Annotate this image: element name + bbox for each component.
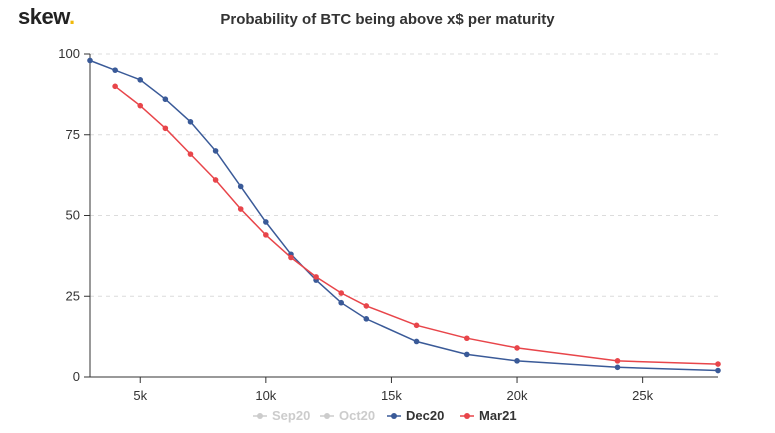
x-tick-label: 15k: [381, 388, 402, 403]
chart-title: Probability of BTC being above x$ per ma…: [220, 11, 555, 28]
data-point-dec20: [464, 351, 470, 358]
legend-item-dec20[interactable]: Dec20: [387, 408, 444, 423]
data-point-mar21: [614, 358, 621, 364]
data-point-mar21: [514, 345, 520, 351]
x-tick-label: 20k: [507, 388, 528, 403]
legend-symbol-marker: [464, 413, 470, 419]
series-layer: [87, 57, 721, 374]
x-tick-label: 25k: [632, 388, 653, 403]
data-point-mar21: [413, 322, 420, 329]
data-point-dec20: [112, 67, 118, 73]
legend-item-sep20[interactable]: Sep20: [253, 408, 310, 423]
data-point-dec20: [614, 364, 621, 371]
data-point-mar21: [137, 102, 144, 109]
y-tick-label: 50: [66, 208, 80, 223]
y-tick-label: 100: [58, 46, 80, 61]
legend-label: Mar21: [479, 408, 517, 423]
y-tick-label: 0: [73, 369, 80, 384]
data-point-dec20: [162, 96, 169, 103]
legend-item-mar21[interactable]: Mar21: [460, 408, 517, 423]
data-point-mar21: [162, 125, 169, 132]
data-point-dec20: [212, 148, 219, 154]
legend-label: Dec20: [406, 408, 444, 423]
data-point-dec20: [87, 57, 93, 64]
legend-label: Sep20: [272, 408, 310, 423]
legend-symbol-marker: [257, 413, 263, 419]
data-point-dec20: [338, 299, 345, 306]
data-point-mar21: [363, 303, 370, 309]
y-tick-label: 25: [66, 288, 80, 303]
data-point-mar21: [288, 254, 294, 261]
data-point-mar21: [112, 83, 118, 90]
data-point-dec20: [715, 367, 721, 374]
y-tick-label: 75: [66, 127, 80, 142]
legend-label: Oct20: [339, 408, 375, 423]
data-point-mar21: [338, 290, 345, 296]
data-point-dec20: [363, 316, 370, 322]
series-line-mar21: [114, 85, 719, 365]
legend: Sep20 Oct20 Dec20 Mar21: [253, 408, 517, 423]
data-point-mar21: [464, 335, 470, 342]
legend-symbol-marker: [324, 413, 330, 419]
grid-lines: [90, 53, 718, 297]
data-point-mar21: [313, 274, 319, 280]
x-tick-label: 10k: [255, 388, 276, 403]
axes: 0 25 50 75 100 5k 10k 15k 20k 25k: [58, 46, 718, 403]
data-point-dec20: [137, 77, 144, 83]
data-point-mar21: [715, 361, 721, 367]
brand-logo: skew.: [18, 4, 75, 30]
data-point-mar21: [237, 206, 244, 212]
legend-symbol-marker: [391, 413, 397, 419]
data-point-dec20: [237, 183, 244, 190]
brand-name: skew: [18, 4, 70, 29]
data-point-dec20: [187, 119, 194, 125]
data-point-mar21: [212, 177, 219, 183]
legend-item-oct20[interactable]: Oct20: [320, 408, 375, 423]
data-point-mar21: [187, 151, 194, 157]
brand-dot: .: [69, 4, 75, 29]
data-point-dec20: [413, 338, 420, 345]
x-tick-label: 5k: [133, 388, 147, 403]
data-point-dec20: [263, 219, 269, 225]
data-point-dec20: [514, 358, 520, 364]
data-point-mar21: [263, 232, 269, 238]
